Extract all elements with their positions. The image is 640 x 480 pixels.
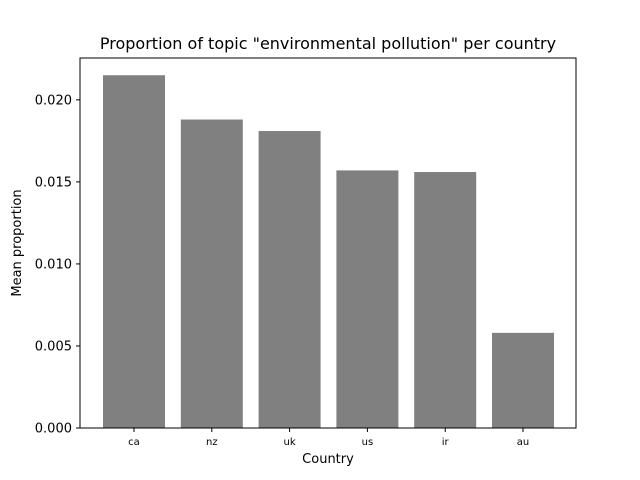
x-tick-label-nz: nz — [206, 437, 218, 448]
bar-us — [336, 170, 399, 428]
y-tick-label: 0.000 — [35, 422, 72, 437]
bar-nz — [180, 119, 243, 428]
bar-ir — [414, 172, 477, 428]
x-tick-label-ca: ca — [128, 437, 140, 448]
bars-group — [103, 75, 554, 428]
bar-au — [492, 332, 554, 428]
y-tick-label: 0.010 — [35, 257, 72, 272]
x-axis-label: Country — [302, 452, 354, 467]
x-tick-label-ir: ir — [442, 437, 450, 448]
plot-frame — [79, 57, 577, 429]
y-tick-label: 0.015 — [35, 175, 72, 190]
chart-title: Proportion of topic "environmental pollu… — [100, 34, 556, 53]
x-tick-label-au: au — [517, 437, 529, 448]
bar-ca — [103, 75, 165, 428]
x-tick-label-uk: uk — [284, 437, 296, 448]
y-axis-ticks: 0.000 0.005 0.010 0.015 0.020 — [35, 93, 80, 437]
y-axis-label: Mean proportion — [10, 189, 25, 296]
bar-uk — [258, 131, 321, 428]
x-tick-label-us: us — [362, 437, 374, 448]
y-tick-label: 0.005 — [35, 339, 72, 354]
y-tick-label: 0.020 — [35, 93, 72, 108]
x-axis-ticks: ca nz uk us ir au — [128, 428, 529, 448]
